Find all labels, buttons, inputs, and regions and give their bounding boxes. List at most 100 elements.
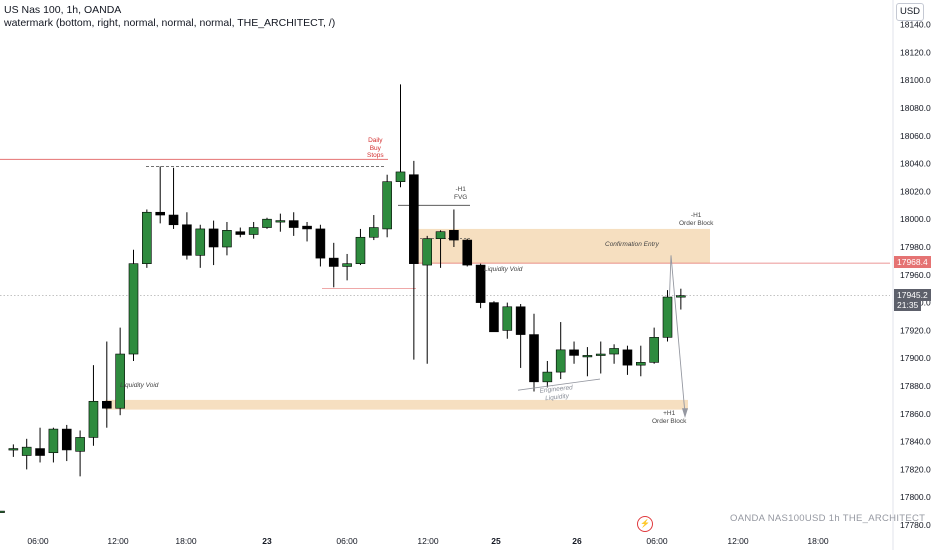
order-block-zone — [410, 228, 710, 264]
candle-body — [662, 296, 673, 338]
candle — [582, 347, 593, 377]
price-tick-label: 18040.0 — [900, 159, 931, 169]
annotation-h1-order-block-bottom: +H1 Order Block — [652, 410, 687, 425]
candle-body — [555, 349, 566, 373]
candle — [75, 430, 85, 477]
candle-body — [649, 337, 659, 363]
candle — [368, 215, 379, 241]
candle-body — [342, 263, 352, 267]
candle-body — [208, 228, 219, 248]
candle — [61, 424, 72, 462]
projection-arrow-head — [682, 408, 688, 418]
candle-body — [128, 263, 139, 355]
candle — [395, 84, 406, 188]
lines-layer — [0, 158, 890, 296]
candle — [462, 238, 473, 267]
candle — [529, 313, 539, 392]
candle — [222, 221, 232, 256]
price-tick-label: 17840.0 — [900, 437, 931, 447]
candle-body — [0, 510, 5, 513]
liquidity-void-zone — [105, 399, 688, 410]
candle-body — [622, 349, 633, 366]
candle — [48, 427, 59, 463]
candle-body — [635, 362, 646, 366]
currency-button[interactable]: USD — [896, 3, 924, 21]
candle — [288, 212, 299, 236]
candle-body — [155, 211, 165, 216]
time-tick-label: 06:00 — [646, 536, 668, 546]
candle — [555, 322, 566, 380]
price-tick-label: 18080.0 — [900, 103, 931, 113]
candle — [622, 345, 633, 375]
time-axis: 06:00 12:00 18:00 23 06:00 12:00 25 26 06:00 12:0… — [27, 536, 829, 546]
candle-body — [502, 306, 513, 331]
time-tick-label: 06:00 — [27, 536, 49, 546]
candle-body — [368, 227, 379, 238]
chart-header: US Nas 100, 1h, OANDA watermark (bottom,… — [4, 4, 335, 30]
candle — [182, 212, 192, 260]
annotation-liquidity-void-lower: Liquidity Void — [120, 382, 159, 389]
candle — [0, 510, 5, 513]
time-tick-label: 12:00 — [727, 536, 749, 546]
annotation-h1-fvg: -H1 FVG — [454, 186, 468, 201]
candle — [569, 341, 579, 364]
candle — [355, 228, 366, 266]
candle-body — [248, 227, 259, 235]
candle — [102, 341, 112, 428]
candle-body — [569, 349, 579, 356]
candle-body — [168, 214, 179, 226]
candle — [595, 341, 606, 374]
candle-body — [235, 231, 246, 235]
time-tick-label: 18:00 — [175, 536, 197, 546]
candle — [676, 288, 686, 310]
candle — [315, 224, 326, 267]
candles-layer — [0, 84, 686, 513]
candle-body — [48, 428, 59, 454]
tradingview-logo-icon: ⚡ — [637, 516, 653, 532]
candle — [609, 344, 619, 364]
price-tick-label: 18120.0 — [900, 47, 931, 57]
time-tick-label: 18:00 — [807, 536, 829, 546]
annotation-liquidity-void-upper: Liquidity Void — [484, 266, 523, 273]
candle-body — [422, 238, 433, 266]
price-tick-label: 18140.0 — [900, 20, 931, 30]
price-tick-label: 17820.0 — [900, 464, 931, 474]
current-price-tag: 17945.2 — [894, 289, 931, 301]
candle — [422, 235, 433, 364]
candle-body — [21, 446, 32, 456]
candle — [449, 209, 459, 247]
candle-body — [382, 181, 392, 230]
candle-body — [302, 225, 312, 230]
candle-body — [529, 334, 539, 383]
projection-path — [669, 255, 686, 414]
candle-body — [475, 264, 486, 303]
candle-body — [61, 428, 72, 451]
candle-body — [595, 353, 606, 356]
symbol-title[interactable]: US Nas 100, 1h, OANDA — [4, 4, 122, 16]
price-tick-label: 17960.0 — [900, 270, 931, 280]
candle-body — [75, 437, 85, 452]
watermark-indicator-line[interactable]: watermark (bottom, right, normal, normal… — [4, 17, 336, 29]
price-tick-label: 17800.0 — [900, 492, 931, 502]
candle-body — [35, 448, 45, 456]
candle-body — [262, 218, 272, 228]
time-tick-label: 26 — [572, 536, 582, 546]
price-tick-label: 18060.0 — [900, 131, 931, 141]
candle — [168, 167, 179, 229]
candle — [21, 438, 32, 470]
annotation-daily-buy-stops: Daily Buy Stops — [367, 137, 384, 159]
candle — [475, 263, 486, 309]
candle-body — [142, 211, 152, 264]
candle — [235, 227, 246, 238]
time-tick-label: 12:00 — [107, 536, 129, 546]
candle — [248, 221, 259, 239]
candle-body — [395, 171, 406, 182]
candle — [195, 224, 206, 268]
overlay-layer — [517, 255, 688, 418]
candle — [649, 327, 659, 364]
candle — [275, 213, 286, 232]
candle — [142, 209, 152, 268]
price-tick-label: 17980.0 — [900, 242, 931, 252]
candle — [8, 444, 19, 457]
